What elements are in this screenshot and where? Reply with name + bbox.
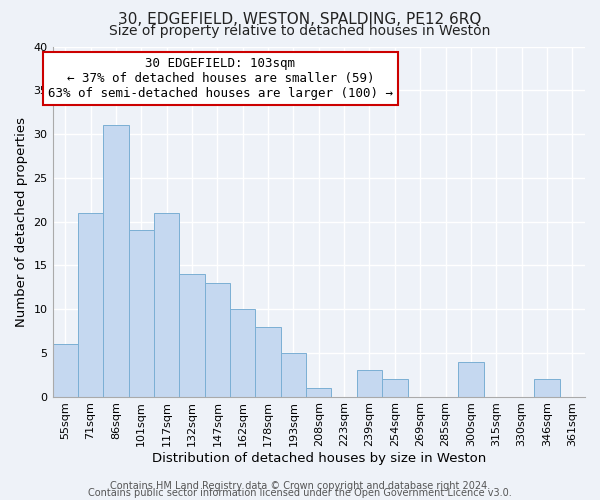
Bar (103, 126, 128, 396)
Y-axis label: Number of detached properties: Number of detached properties (15, 116, 28, 326)
Bar (281, 353, 306, 397)
Text: Contains HM Land Registry data © Crown copyright and database right 2024.: Contains HM Land Registry data © Crown c… (110, 481, 490, 491)
Text: Size of property relative to detached houses in Weston: Size of property relative to detached ho… (109, 24, 491, 38)
Bar (256, 326, 281, 396)
Bar (128, 230, 154, 396)
Bar (357, 370, 382, 396)
Bar (154, 213, 179, 396)
Bar (382, 379, 407, 396)
Bar (53, 344, 78, 397)
Bar (534, 379, 560, 396)
Bar (78, 213, 103, 396)
Bar (458, 362, 484, 396)
Text: 30 EDGEFIELD: 103sqm
← 37% of detached houses are smaller (59)
63% of semi-detac: 30 EDGEFIELD: 103sqm ← 37% of detached h… (48, 57, 393, 100)
Bar (205, 283, 230, 397)
Bar (179, 274, 205, 396)
Bar (230, 309, 256, 396)
Text: 30, EDGEFIELD, WESTON, SPALDING, PE12 6RQ: 30, EDGEFIELD, WESTON, SPALDING, PE12 6R… (118, 12, 482, 28)
X-axis label: Distribution of detached houses by size in Weston: Distribution of detached houses by size … (152, 452, 486, 465)
Text: Contains public sector information licensed under the Open Government Licence v3: Contains public sector information licen… (88, 488, 512, 498)
Bar (306, 388, 331, 396)
